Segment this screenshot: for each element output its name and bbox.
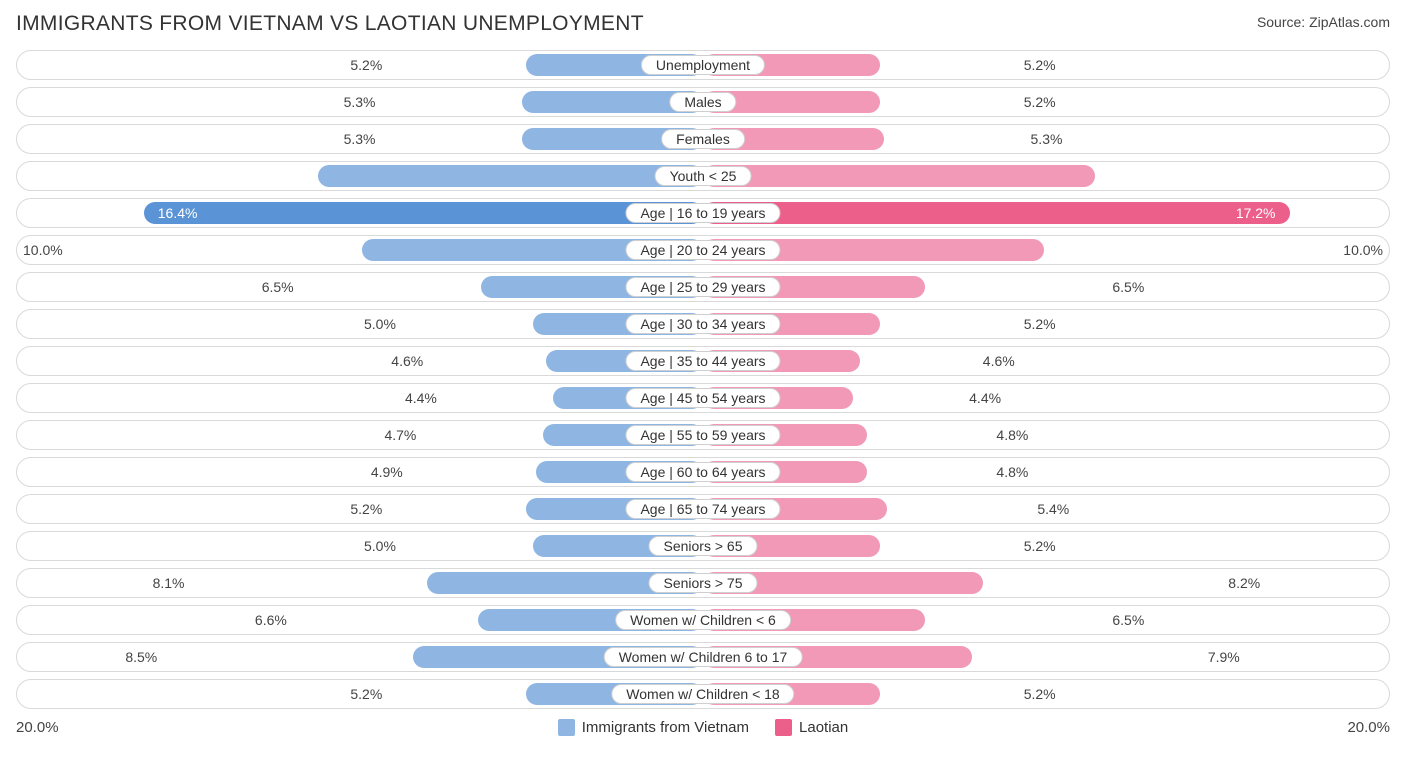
value-label-left: 5.2% [342,57,390,73]
value-label-left: 4.7% [376,427,424,443]
value-label-left: 5.3% [336,131,384,147]
value-label-left: 16.4% [144,205,206,221]
value-label-right: 5.2% [1016,57,1064,73]
value-label-left: 5.3% [336,94,384,110]
diverging-bar-chart: 5.2%5.2%Unemployment5.3%5.2%Males5.3%5.3… [16,50,1390,709]
value-label-right: 4.6% [975,353,1023,369]
value-label-right: 7.9% [1200,649,1248,665]
chart-row: 5.0% 5.2% Seniors > 65 [16,531,1390,561]
legend-item-left: Immigrants from Vietnam [558,719,749,736]
category-label: Age | 55 to 59 years [625,425,780,445]
chart-row: 6.5% 6.5% Age | 25 to 29 years [16,272,1390,302]
category-label: Age | 20 to 24 years [625,240,780,260]
category-label: Unemployment [641,55,765,75]
chart-row: 8.5% 7.9% Women w/ Children 6 to 17 [16,642,1390,672]
value-label-left: 5.0% [356,538,404,554]
value-label-right: 5.2% [1016,94,1064,110]
category-label: Age | 35 to 44 years [625,351,780,371]
chart-row: 6.6% 6.5% Women w/ Children < 6 [16,605,1390,635]
category-label: Age | 60 to 64 years [625,462,780,482]
chart-row: 5.2% 5.2% Unemployment [16,50,1390,80]
value-label-left: 6.5% [254,279,302,295]
legend-label-right: Laotian [799,719,848,736]
value-label-right: 10.0% [1335,242,1391,258]
value-label-right: 5.2% [1016,686,1064,702]
category-label: Women w/ Children < 18 [611,684,794,704]
value-label-left: 5.2% [342,501,390,517]
category-label: Women w/ Children < 6 [615,610,791,630]
category-label: Age | 30 to 34 years [625,314,780,334]
value-label-right: 5.3% [1023,131,1071,147]
category-label: Seniors > 65 [649,536,758,556]
value-label-right: 4.8% [988,427,1036,443]
value-label-right: 6.5% [1104,279,1152,295]
category-label: Age | 45 to 54 years [625,388,780,408]
chart-header: IMMIGRANTS FROM VIETNAM VS LAOTIAN UNEMP… [16,12,1390,36]
legend-swatch-right [775,719,792,736]
chart-row: 5.0% 5.2% Age | 30 to 34 years [16,309,1390,339]
value-label-left: 4.4% [397,390,445,406]
value-label-left: 6.6% [247,612,295,628]
chart-row: 4.6% 4.6% Age | 35 to 44 years [16,346,1390,376]
category-label: Age | 25 to 29 years [625,277,780,297]
value-label-left: 5.0% [356,316,404,332]
chart-row: 4.4% 4.4% Age | 45 to 54 years [16,383,1390,413]
chart-row: 4.7% 4.8% Age | 55 to 59 years [16,420,1390,450]
axis-max-left: 20.0% [16,719,59,736]
value-label-left: 8.5% [117,649,165,665]
value-label-right: 8.2% [1220,575,1268,591]
chart-row: 5.3% 5.2% Males [16,87,1390,117]
chart-row: 11.3%11.5%Youth < 25 [16,161,1390,191]
legend-item-right: Laotian [775,719,848,736]
bar-left: 16.4% [144,202,703,224]
chart-row: 5.2% 5.2% Women w/ Children < 18 [16,679,1390,709]
chart-row: 5.2% 5.4% Age | 65 to 74 years [16,494,1390,524]
value-label-right: 5.2% [1016,538,1064,554]
value-label-right: 4.4% [961,390,1009,406]
value-label-right: 4.8% [988,464,1036,480]
chart-row: 4.9% 4.8% Age | 60 to 64 years [16,457,1390,487]
bar-right: 11.5% [703,165,1095,187]
chart-title: IMMIGRANTS FROM VIETNAM VS LAOTIAN UNEMP… [16,12,644,36]
category-label: Women w/ Children 6 to 17 [604,647,803,667]
value-label-left: 4.6% [383,353,431,369]
legend-label-left: Immigrants from Vietnam [582,719,749,736]
value-label-right: 5.2% [1016,316,1064,332]
category-label: Age | 16 to 19 years [625,203,780,223]
bar-right: 17.2% [703,202,1290,224]
chart-row: 8.1% 8.2% Seniors > 75 [16,568,1390,598]
category-label: Females [661,129,745,149]
value-label-left: 4.9% [363,464,411,480]
legend-swatch-left [558,719,575,736]
chart-row: 10.0% 10.0% Age | 20 to 24 years [16,235,1390,265]
chart-source: Source: ZipAtlas.com [1257,12,1390,30]
category-label: Youth < 25 [655,166,752,186]
value-label-left: 10.0% [15,242,71,258]
category-label: Age | 65 to 74 years [625,499,780,519]
value-label-right: 5.4% [1029,501,1077,517]
chart-legend: Immigrants from Vietnam Laotian [558,719,849,736]
category-label: Seniors > 75 [649,573,758,593]
value-label-right: 6.5% [1104,612,1152,628]
value-label-left: 5.2% [342,686,390,702]
category-label: Males [669,92,736,112]
chart-row: 5.3% 5.3% Females [16,124,1390,154]
value-label-right: 17.2% [1228,205,1290,221]
axis-legend-row: 20.0% Immigrants from Vietnam Laotian 20… [16,719,1390,736]
value-label-left: 8.1% [145,575,193,591]
axis-max-right: 20.0% [1347,719,1390,736]
chart-row: 16.4% 17.2% Age | 16 to 19 years [16,198,1390,228]
bar-left: 11.3% [318,165,703,187]
